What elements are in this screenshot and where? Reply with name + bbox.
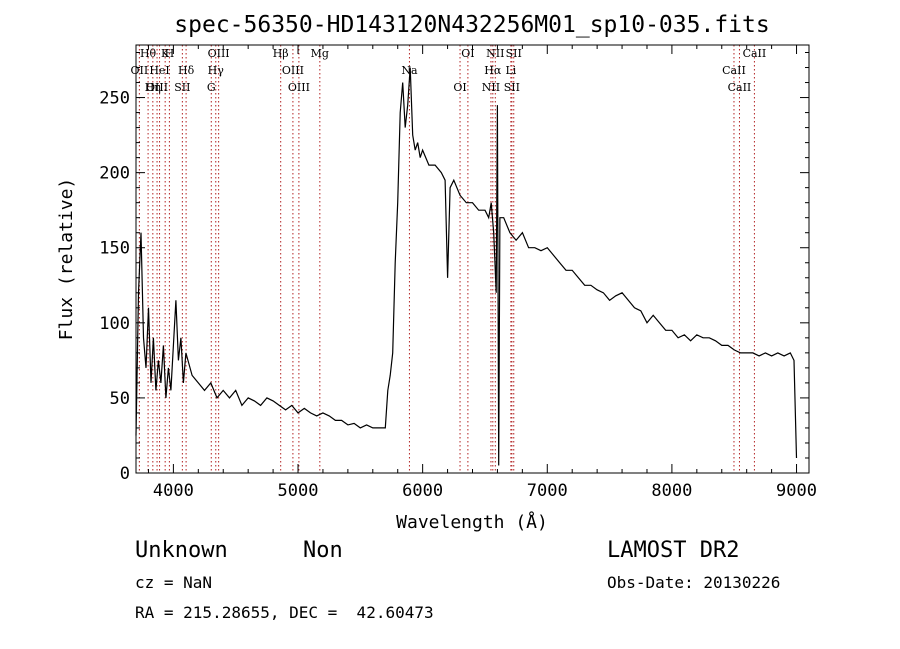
spectral-line-markers — [138, 45, 755, 473]
spectral-line-label: OIII — [288, 81, 310, 94]
spectral-line-label: SII — [506, 47, 522, 60]
x-tick-label: 8000 — [651, 481, 692, 501]
object-class: Unknown — [135, 538, 228, 563]
y-tick-label: 0 — [120, 464, 130, 484]
spectral-line-label: HeI — [149, 64, 169, 77]
chart-title: spec-56350-HD143120N432256M01_sp10-035.f… — [174, 12, 769, 38]
spectral-line-label: OIII — [146, 81, 168, 94]
spectral-line-label: Hβ — [273, 47, 289, 60]
x-tick-label: 5000 — [278, 481, 319, 501]
x-tick-label: 9000 — [776, 481, 817, 501]
survey-name: LAMOST DR2 — [607, 538, 740, 563]
y-axis-label: Flux (relative) — [56, 178, 77, 341]
spectrum-series-line — [135, 67, 798, 466]
coordinates-readout: RA = 215.28655, DEC = 42.60473 — [135, 603, 434, 622]
spectral-line-label: SII — [174, 81, 190, 94]
y-tick-label: 50 — [110, 389, 130, 409]
spectral-line-label: SII — [504, 81, 520, 94]
object-subclass: Non — [303, 538, 343, 563]
x-tick-label: 6000 — [402, 481, 443, 501]
x-axis-ticks: 4000 5000 6000 7000 8000 9000 — [147, 45, 817, 501]
spectral-line-label: OIII — [208, 47, 230, 60]
spectral-line-label: Hα — [484, 64, 502, 77]
spectral-line-label: CaII — [722, 64, 746, 77]
x-tick-label: 7000 — [527, 481, 568, 501]
spectral-line-label: G — [207, 81, 216, 94]
spectral-line-label: NII — [486, 47, 504, 60]
spectral-line-label: CaII — [743, 47, 767, 60]
spectral-line-label: Hη — [145, 81, 161, 94]
spectral-line-label: Mg — [311, 47, 329, 60]
y-tick-label: 100 — [99, 314, 130, 334]
x-tick-label: 4000 — [153, 481, 194, 501]
spectral-line-label: Li — [505, 64, 516, 77]
spectral-line-label: OIII — [282, 64, 304, 77]
x-axis-label: Wavelength (Å) — [396, 511, 548, 533]
y-axis-ticks: 0 50 100 150 200 250 — [99, 52, 809, 484]
spectral-line-label: Hγ — [208, 64, 225, 77]
spectral-line-labels: Hθ OII OIII K HeI Hη HHδ SII OIII Hγ G Hβ OIII OIII Mg… — [131, 47, 767, 94]
spectral-line-label: Hδ — [178, 64, 195, 77]
redshift-readout: cz = NaN — [135, 573, 213, 592]
spectral-line-label: H — [165, 47, 175, 60]
spectral-line-label: K — [161, 47, 170, 60]
y-tick-label: 200 — [99, 164, 130, 184]
spectral-line-label: CaII — [728, 81, 752, 94]
spectral-line-label: NII — [482, 81, 500, 94]
y-tick-label: 150 — [99, 239, 130, 259]
y-tick-label: 250 — [99, 89, 130, 109]
spectral-line-label: Hθ — [140, 47, 157, 60]
plot-frame — [135, 44, 810, 474]
spectral-line-label: OII — [131, 64, 149, 77]
obs-date: Obs-Date: 20130226 — [607, 573, 781, 592]
spectral-line-label: OI — [461, 47, 474, 60]
spectral-line-label: OI — [453, 81, 466, 94]
